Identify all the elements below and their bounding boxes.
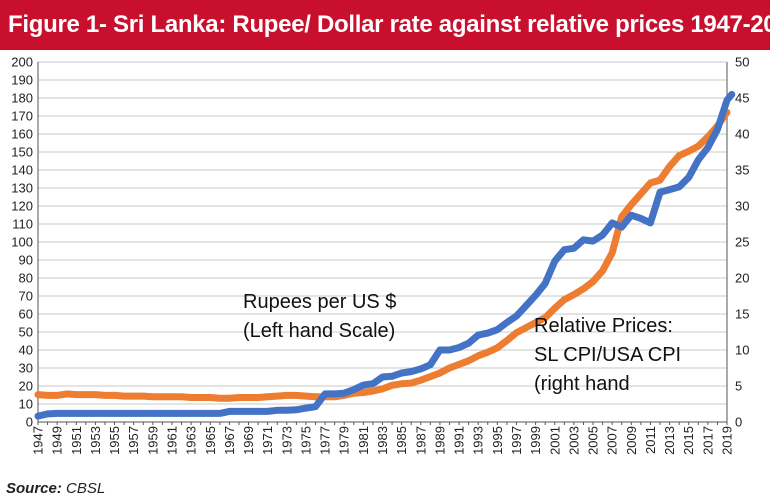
left-tick-label: 90: [19, 253, 33, 268]
left-tick-label: 140: [11, 163, 33, 178]
right-tick-label: 0: [735, 415, 742, 430]
left-tick-label: 160: [11, 127, 33, 142]
x-tick-label: 1969: [241, 426, 256, 455]
annotation-line: Rupees per US $: [243, 291, 396, 313]
x-tick-label: 2005: [586, 426, 601, 455]
annotation-line: (Left hand Scale): [243, 320, 395, 342]
x-tick-label: 2013: [662, 426, 677, 455]
right-tick-label: 20: [735, 271, 749, 286]
x-tick-label: 1973: [279, 426, 294, 455]
rupees-per-usd-line: [34, 90, 736, 420]
x-tick-label: 1971: [260, 426, 275, 455]
left-tick-label: 20: [19, 379, 33, 394]
right-axis-tick-labels: 0 5 10 15 20 25 30 35 40 45 50: [735, 55, 749, 430]
left-tick-label: 0: [26, 415, 33, 430]
source-label: Source:: [6, 480, 62, 497]
left-tick-label: 40: [19, 343, 33, 358]
right-tick-label: 15: [735, 307, 749, 322]
left-tick-label: 70: [19, 289, 33, 304]
left-tick-label: 30: [19, 361, 33, 376]
x-tick-label: 1953: [88, 426, 103, 455]
x-tick-label: 2015: [681, 426, 696, 455]
chart: 0102030405060708090100110120130140150160…: [11, 55, 749, 455]
x-tick-label: 2001: [547, 426, 562, 455]
x-tick-label: 1967: [222, 426, 237, 455]
right-tick-label: 50: [735, 55, 749, 70]
left-tick-label: 60: [19, 307, 33, 322]
right-tick-label: 40: [735, 127, 749, 142]
x-axis-tick-labels: 1947 1949 1951 1953 1955 1957 1959 1961 1963 1965…: [31, 426, 735, 455]
x-tick-label: 1995: [490, 426, 505, 455]
x-tick-label: 2011: [643, 426, 658, 454]
source-note: Source: CBSL: [6, 480, 105, 497]
relative-prices-line: [34, 108, 731, 402]
x-tick-label: 1951: [69, 426, 84, 455]
x-tick-label: 1985: [394, 426, 409, 455]
left-tick-label: 110: [12, 217, 33, 232]
left-tick-label: 10: [19, 397, 33, 412]
left-tick-label: 190: [11, 73, 33, 88]
annotations: Rupees per US $ (Left hand Scale) Relative…: [243, 291, 681, 395]
left-tick-label: 150: [11, 145, 33, 160]
x-tick-label: 1989: [432, 426, 447, 455]
x-tick-label: 1955: [107, 426, 122, 455]
x-tick-label: 1979: [337, 426, 352, 455]
left-tick-label: 120: [11, 199, 33, 214]
left-axis-tick-labels: 0 10 20 30 40 50 60 70 80 90 100 110 120 130 140 150 160…: [11, 55, 33, 430]
annotation-line: (right hand: [534, 373, 630, 395]
left-tick-label: 200: [11, 55, 33, 70]
x-tick-label: 1965: [203, 426, 218, 455]
annotation-line: Relative Prices:: [534, 315, 673, 337]
left-tick-label: 130: [11, 181, 33, 196]
x-tick-label: 1999: [528, 426, 543, 455]
right-tick-label: 5: [735, 379, 742, 394]
x-tick-label: 1983: [375, 426, 390, 455]
relative-prices-annotation: Relative Prices: SL CPI/USA CPI (right han…: [534, 315, 681, 395]
x-tick-label: 1993: [471, 426, 486, 455]
left-tick-label: 80: [19, 271, 33, 286]
right-tick-label: 35: [735, 163, 749, 178]
x-tick-label: 2003: [566, 426, 581, 455]
source-value: CBSL: [66, 480, 106, 497]
x-tick-label: 2019: [720, 426, 735, 455]
x-tick-label: 1997: [509, 426, 524, 455]
x-tick-label: 1957: [126, 426, 141, 455]
left-tick-label: 180: [11, 91, 33, 106]
right-tick-label: 25: [735, 235, 749, 250]
right-tick-label: 45: [735, 91, 749, 106]
x-tick-label: 2017: [700, 426, 715, 455]
x-tick-label: 1977: [318, 426, 333, 455]
left-tick-label: 100: [11, 235, 33, 250]
right-tick-label: 30: [735, 199, 749, 214]
x-tick-label: 1949: [50, 426, 65, 455]
x-tick-label: 1987: [413, 426, 428, 455]
x-tick-label: 1961: [164, 426, 179, 455]
x-tick-label: 1975: [298, 426, 313, 455]
x-tick-label: 1991: [452, 426, 467, 455]
x-tick-label: 1947: [31, 426, 46, 455]
left-tick-label: 50: [19, 325, 33, 340]
gridlines: [38, 61, 727, 423]
left-tick-label: 170: [11, 109, 33, 124]
annotation-line: SL CPI/USA CPI: [534, 344, 681, 366]
x-tick-label: 1959: [145, 426, 160, 455]
series: [34, 90, 736, 420]
right-tick-label: 10: [735, 343, 749, 358]
x-tick-label: 2009: [624, 426, 639, 455]
x-tick-label: 1963: [184, 426, 199, 455]
chart-title: Figure 1- Sri Lanka: Rupee/ Dollar rate …: [0, 0, 770, 50]
x-tick-label: 1981: [356, 426, 371, 455]
rupee-series-annotation: Rupees per US $ (Left hand Scale): [243, 291, 396, 342]
x-tick-label: 2007: [605, 426, 620, 455]
axes: [37, 62, 728, 425]
